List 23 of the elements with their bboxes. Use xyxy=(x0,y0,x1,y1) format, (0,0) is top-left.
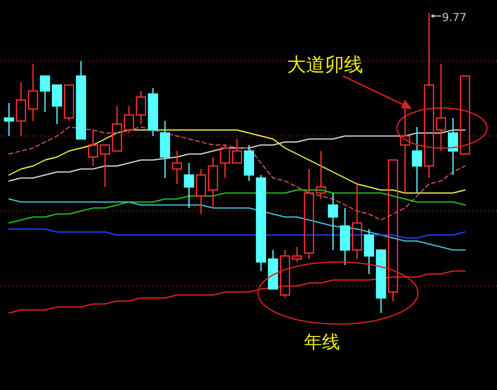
candlestick xyxy=(76,60,86,140)
candlestick xyxy=(232,138,242,164)
candlestick xyxy=(460,75,470,155)
candlestick xyxy=(160,120,170,179)
candlestick xyxy=(172,150,182,185)
candlestick xyxy=(16,81,26,137)
candlestick xyxy=(4,102,14,137)
candlestick xyxy=(436,63,446,152)
candlestick xyxy=(28,63,38,122)
candlestick xyxy=(52,84,62,125)
candlestick xyxy=(412,126,422,194)
annotation: 大道卯线 xyxy=(287,54,363,76)
candlestick xyxy=(100,144,110,188)
candlestick xyxy=(328,192,338,251)
text: 年线 xyxy=(304,332,340,353)
candlestick xyxy=(376,249,386,314)
annotation: 9.77 xyxy=(442,11,466,24)
candlestick xyxy=(340,207,350,266)
candlestick xyxy=(40,75,50,113)
candlestick xyxy=(184,162,194,209)
candlestick xyxy=(112,105,122,152)
candlestick xyxy=(400,99,410,194)
candlestick xyxy=(448,117,458,176)
